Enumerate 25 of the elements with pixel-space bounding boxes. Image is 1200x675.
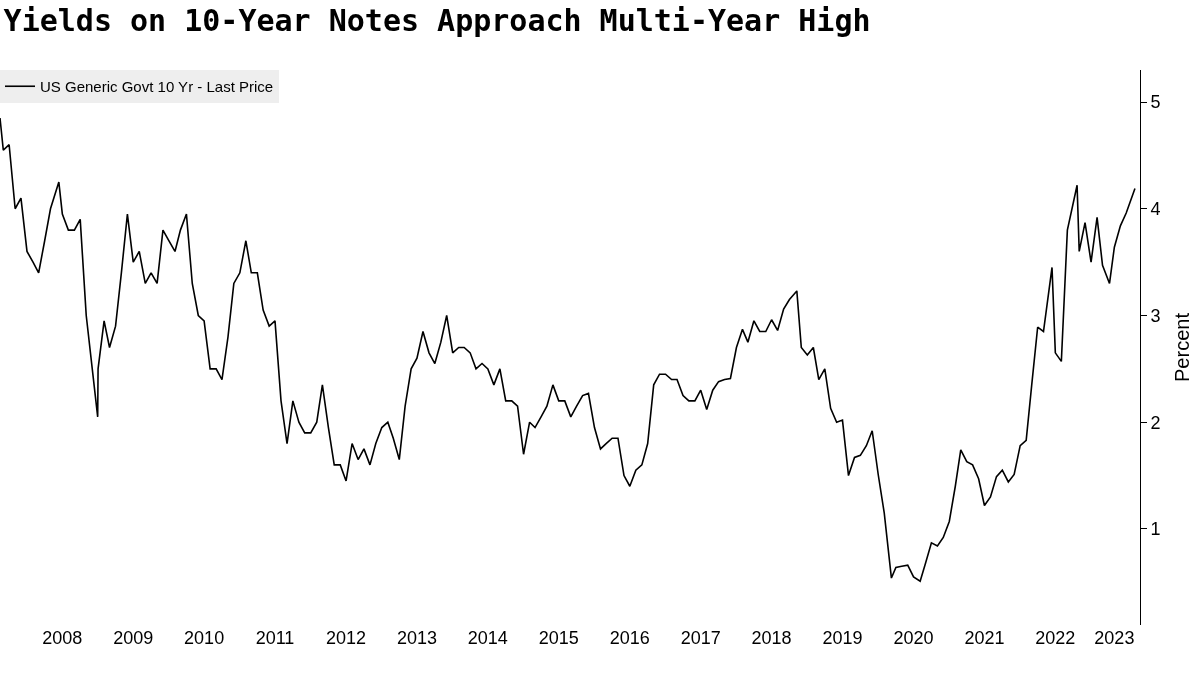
x-tick-label: 2023 bbox=[1094, 628, 1135, 648]
x-tick-label: 2015 bbox=[538, 628, 579, 648]
y-tick-label: 2 bbox=[1150, 412, 1161, 433]
chart-title: Yields on 10-Year Notes Approach Multi-Year High bbox=[3, 3, 871, 39]
y-axis-title: Percent bbox=[1171, 312, 1194, 382]
line-series bbox=[0, 117, 1136, 583]
x-tick-label: 2012 bbox=[326, 628, 367, 648]
y-tick-label: 4 bbox=[1150, 199, 1161, 220]
x-tick-label: 2010 bbox=[184, 628, 225, 648]
y-tick-label: 3 bbox=[1150, 305, 1161, 326]
x-tick-label: 2022 bbox=[1035, 628, 1076, 648]
x-tick-label: 2021 bbox=[964, 628, 1005, 648]
y-tick-label: 5 bbox=[1150, 92, 1161, 113]
x-tick-label: 2020 bbox=[893, 628, 934, 648]
x-tick-label: 2008 bbox=[42, 628, 83, 648]
y-tick-label: 1 bbox=[1150, 519, 1161, 540]
legend-label: US Generic Govt 10 Yr - Last Price bbox=[40, 78, 274, 96]
x-tick-label: 2017 bbox=[680, 628, 721, 648]
x-tick-label: 2013 bbox=[396, 628, 437, 648]
x-tick-label: 2009 bbox=[113, 628, 154, 648]
x-tick-label: 2016 bbox=[609, 628, 650, 648]
x-tick-label: 2019 bbox=[822, 628, 863, 648]
x-tick-label: 2018 bbox=[751, 628, 792, 648]
x-tick-label: 2011 bbox=[255, 628, 295, 648]
x-tick-label: 2014 bbox=[467, 628, 508, 648]
